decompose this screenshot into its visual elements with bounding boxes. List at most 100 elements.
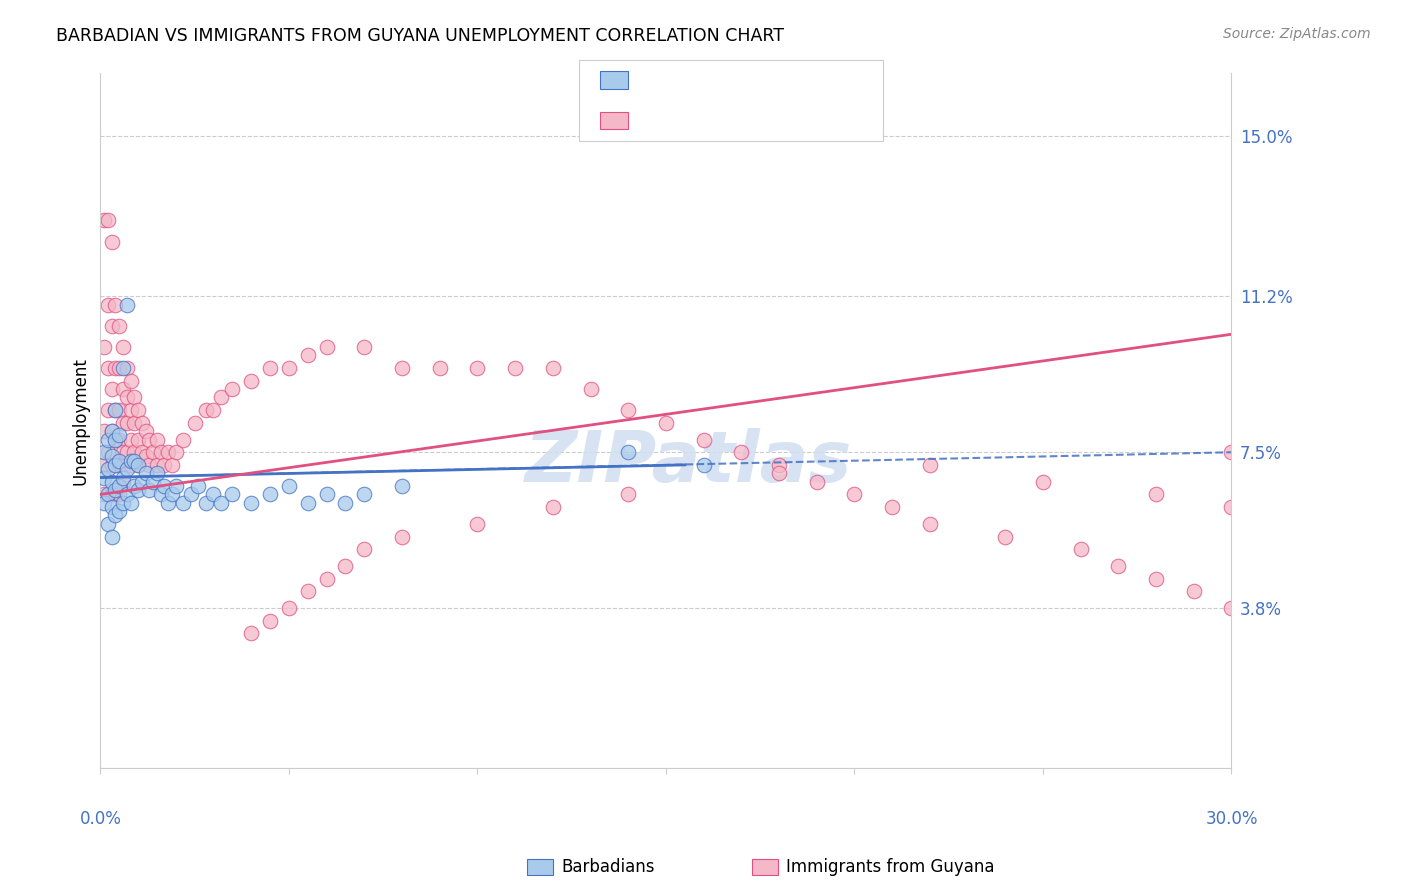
Point — [97, 516, 120, 531]
Point — [111, 475, 134, 489]
Point — [93, 445, 115, 459]
Point — [108, 479, 131, 493]
Point — [104, 361, 127, 376]
Point — [120, 453, 142, 467]
Point — [160, 487, 183, 501]
Point — [142, 475, 165, 489]
Point — [240, 626, 263, 640]
Text: 60: 60 — [776, 71, 797, 89]
Text: Source: ZipAtlas.com: Source: ZipAtlas.com — [1223, 27, 1371, 41]
Point — [209, 391, 232, 405]
Point — [120, 403, 142, 417]
Point — [617, 403, 640, 417]
Point — [1032, 475, 1054, 489]
Point — [115, 487, 138, 501]
Point — [104, 298, 127, 312]
Point — [1070, 542, 1092, 557]
Point — [768, 458, 790, 472]
Point — [1107, 559, 1129, 574]
Text: N =: N = — [735, 112, 783, 129]
Point — [882, 500, 904, 514]
Point — [918, 458, 941, 472]
Point — [93, 424, 115, 438]
Text: Barbadians: Barbadians — [561, 858, 655, 876]
Text: 0.201: 0.201 — [673, 112, 721, 129]
Point — [165, 445, 187, 459]
Point — [93, 340, 115, 354]
Point — [277, 361, 299, 376]
Point — [104, 403, 127, 417]
Point — [259, 361, 281, 376]
Point — [617, 445, 640, 459]
Point — [768, 467, 790, 481]
Point — [100, 500, 122, 514]
Point — [183, 416, 205, 430]
Text: BARBADIAN VS IMMIGRANTS FROM GUYANA UNEMPLOYMENT CORRELATION CHART: BARBADIAN VS IMMIGRANTS FROM GUYANA UNEM… — [56, 27, 785, 45]
Point — [142, 445, 165, 459]
Point — [115, 361, 138, 376]
Point — [277, 601, 299, 615]
Point — [391, 361, 413, 376]
Point — [353, 542, 375, 557]
Point — [120, 433, 142, 447]
Point — [115, 298, 138, 312]
Point — [180, 487, 202, 501]
Point — [157, 445, 180, 459]
Point — [115, 416, 138, 430]
Point — [353, 487, 375, 501]
Point — [209, 496, 232, 510]
Point — [97, 403, 120, 417]
Point — [115, 445, 138, 459]
Point — [692, 458, 714, 472]
Point — [108, 433, 131, 447]
Point — [138, 458, 160, 472]
Point — [120, 374, 142, 388]
Point — [138, 483, 160, 498]
Point — [104, 508, 127, 523]
Point — [111, 361, 134, 376]
Point — [124, 479, 146, 493]
Text: 0.019: 0.019 — [673, 71, 721, 89]
Point — [918, 516, 941, 531]
Point — [111, 445, 134, 459]
Point — [138, 433, 160, 447]
Point — [240, 374, 263, 388]
Point — [124, 445, 146, 459]
Point — [115, 391, 138, 405]
Point — [187, 479, 209, 493]
Point — [541, 361, 564, 376]
Point — [541, 500, 564, 514]
Point — [97, 298, 120, 312]
Point — [994, 529, 1017, 543]
Point — [135, 424, 157, 438]
Point — [315, 572, 337, 586]
Point — [104, 433, 127, 447]
Point — [108, 403, 131, 417]
Point — [240, 496, 263, 510]
Point — [1144, 572, 1167, 586]
Point — [149, 487, 172, 501]
Point — [104, 487, 127, 501]
Y-axis label: Unemployment: Unemployment — [72, 357, 89, 484]
Point — [353, 340, 375, 354]
Point — [127, 458, 149, 472]
Point — [100, 424, 122, 438]
Point — [617, 487, 640, 501]
Point — [806, 475, 828, 489]
Point — [131, 416, 153, 430]
Point — [259, 614, 281, 628]
Text: N =: N = — [735, 71, 783, 89]
Point — [429, 361, 451, 376]
Point — [135, 467, 157, 481]
Point — [108, 458, 131, 472]
Point — [467, 361, 489, 376]
Point — [127, 433, 149, 447]
Point — [221, 382, 243, 396]
Point — [297, 348, 319, 362]
Point — [844, 487, 866, 501]
Point — [149, 445, 172, 459]
Point — [93, 487, 115, 501]
Point — [120, 496, 142, 510]
Point — [104, 403, 127, 417]
Point — [111, 416, 134, 430]
